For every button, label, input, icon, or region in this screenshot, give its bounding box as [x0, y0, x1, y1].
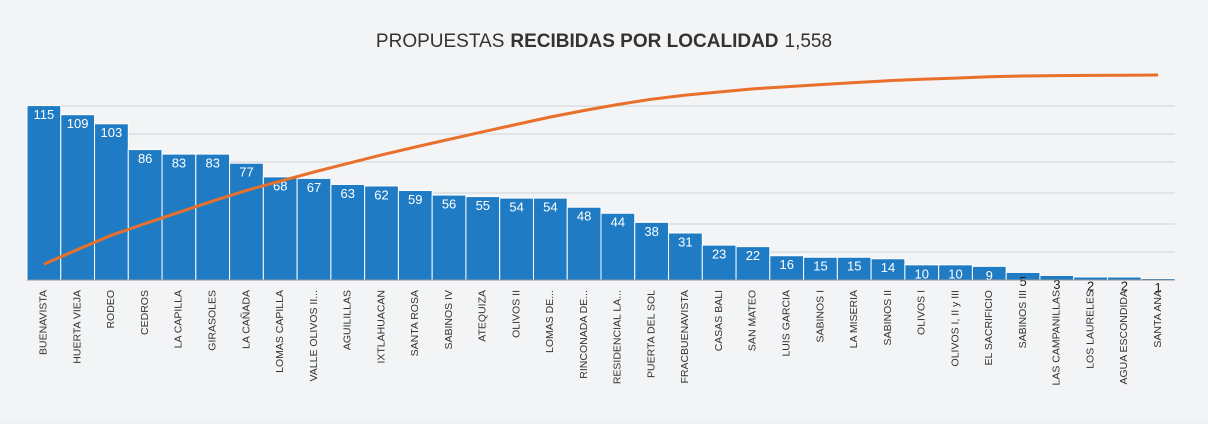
- x-tick-label: GIRASOLES: [206, 290, 218, 351]
- x-tick-label: SAN MATEO: [747, 290, 759, 351]
- bar: [634, 221, 670, 281]
- value-label: 16: [779, 257, 793, 272]
- x-tick-label: OLIVOS I, II y III: [949, 290, 961, 366]
- x-tick-label: SANTA ROSA: [409, 290, 421, 356]
- x-tick-label: LOMAS CAPILLA: [274, 290, 286, 373]
- value-label: 2: [1121, 278, 1128, 293]
- bar: [566, 206, 602, 281]
- value-label: 1: [1155, 280, 1162, 295]
- value-label: 56: [442, 197, 456, 212]
- x-tick-label: EL SACRIFICIO: [983, 290, 995, 365]
- x-tick-label: CEDROS: [139, 290, 151, 335]
- value-label: 62: [374, 187, 388, 202]
- value-label: 67: [307, 180, 321, 195]
- value-label: 59: [408, 192, 422, 207]
- x-tick-label: SABINOS II: [882, 290, 894, 345]
- value-label: 55: [476, 198, 490, 213]
- value-label: 14: [881, 260, 895, 275]
- x-tick-label: CASAS BALI: [713, 290, 725, 351]
- x-tick-label: ATEQUIZA: [477, 290, 489, 342]
- cumulative-line: [43, 73, 1159, 266]
- value-label: 77: [239, 165, 253, 180]
- value-label: 115: [34, 107, 55, 122]
- bar: [195, 153, 231, 281]
- x-tick-label: HUERTA VIEJA: [71, 290, 83, 364]
- x-tick-label: LA CAÑADA: [239, 290, 252, 349]
- value-label: 54: [543, 200, 557, 215]
- value-label: 109: [67, 116, 89, 131]
- bar: [330, 183, 366, 281]
- x-tick-label: RODEO: [105, 290, 117, 329]
- x-tick-label: SABINOS III: [1017, 290, 1029, 348]
- x-tick-label: RINCONADA DE...: [578, 290, 590, 379]
- x-tick-label: IXTLAHUACAN: [375, 290, 387, 364]
- x-tick-label: OLIVOS II: [510, 290, 522, 338]
- bar: [94, 123, 129, 281]
- x-tick-label: LA MISERIA: [848, 290, 860, 348]
- value-label: 38: [644, 224, 658, 239]
- bar: [769, 255, 805, 281]
- x-tick-label: FRACBUENAVISTA: [679, 290, 691, 384]
- x-tick-label: LOS LAURELES: [1084, 290, 1096, 369]
- x-tick-label: AGUILILLAS: [342, 290, 354, 350]
- value-label: 5: [1019, 274, 1026, 289]
- value-label: 10: [948, 266, 962, 281]
- value-label: 15: [813, 259, 827, 274]
- x-tick-label: RESIDENCIAL LA...: [612, 290, 624, 384]
- bar: [229, 162, 264, 281]
- value-label: 48: [577, 209, 591, 224]
- x-tick-label: LOMAS DE...: [544, 290, 556, 353]
- value-label: 83: [205, 156, 219, 171]
- bar: [296, 177, 332, 281]
- title-total: 1,558: [785, 31, 833, 52]
- value-label: 44: [611, 215, 625, 230]
- title-part: PROPUESTAS: [376, 31, 504, 52]
- value-label: 2: [1087, 278, 1094, 293]
- bar: [26, 105, 62, 281]
- x-tick-label: LAS CAMPANILLAS: [1051, 290, 1063, 386]
- x-tick-label: AGUA ESCONDIDA: [1118, 290, 1130, 385]
- value-label: 63: [341, 186, 355, 201]
- x-tick-label: PUERTA DEL SOL: [645, 290, 657, 378]
- x-tick-label: BUENAVISTA: [38, 290, 50, 355]
- value-label: 15: [847, 259, 861, 274]
- x-tick-label: SABINOS IV: [443, 290, 455, 350]
- title-part: RECIBIDAS POR LOCALIDAD: [510, 31, 778, 52]
- value-label: 3: [1053, 277, 1060, 292]
- value-label: 54: [509, 200, 523, 215]
- x-tick-label: LUIS GARCIA: [780, 290, 792, 357]
- value-label: 86: [138, 151, 152, 166]
- value-label: 83: [172, 156, 186, 171]
- chart-title: PROPUESTAS RECIBIDAS POR LOCALIDAD 1,558: [376, 31, 832, 52]
- value-label: 31: [678, 234, 692, 249]
- bar: [600, 212, 636, 281]
- bar: [499, 197, 534, 281]
- value-label: 9: [986, 268, 993, 283]
- value-label: 23: [712, 247, 726, 262]
- x-tick-label: VALLE OLIVOS II...: [308, 290, 320, 381]
- x-tick-label: SANTA ANA: [1152, 290, 1164, 348]
- x-tick-label: SABINOS I: [814, 290, 826, 343]
- x-tick-label: LA CAPILLA: [173, 290, 185, 348]
- value-label: 22: [746, 248, 760, 263]
- x-tick-label: OLIVOS I: [916, 290, 928, 335]
- bar: [465, 196, 501, 281]
- value-label: 103: [101, 125, 123, 140]
- bar: [127, 149, 163, 281]
- value-label: 10: [915, 266, 929, 281]
- bar: [668, 232, 703, 281]
